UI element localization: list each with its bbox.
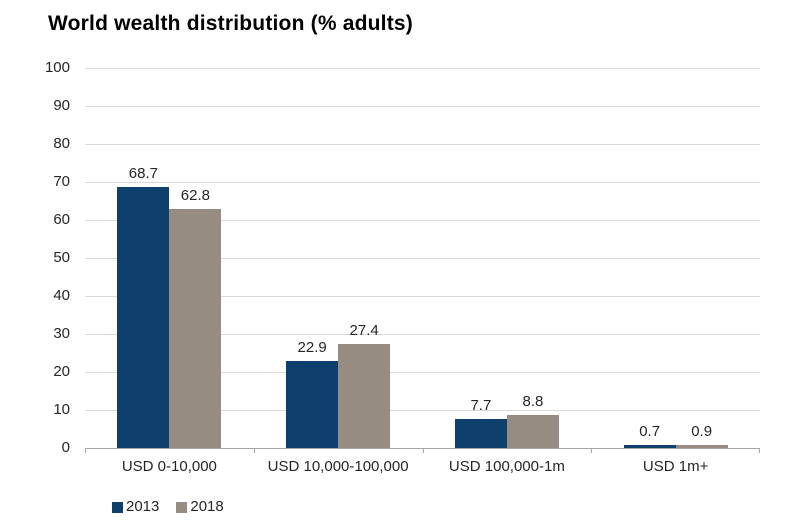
gridline-y-60 — [85, 220, 760, 221]
value-label-2018-usd-1m: 0.9 — [691, 422, 713, 440]
y-axis-tick-label: 50 — [53, 249, 70, 266]
gridline-y-10 — [85, 410, 760, 411]
value-label-2013-usd-10-000-100-000: 22.9 — [297, 338, 327, 356]
y-axis-tick-label: 40 — [53, 287, 70, 304]
plot-area: 0 10 20 30 40 50 60 70 80 90 100 68.7 62.8 USD 0-10,0… — [45, 60, 760, 475]
legend-swatch-2018 — [176, 501, 188, 513]
legend-item-2013: 2013 — [112, 499, 159, 515]
x-axis-tick — [253, 448, 255, 453]
y-axis-tick-label: 60 — [53, 211, 70, 228]
y-axis-tick-label: 20 — [53, 363, 70, 380]
gridline-y-30 — [85, 334, 760, 335]
y-axis-tick-label: 100 — [44, 59, 70, 76]
x-axis-tick — [759, 448, 760, 453]
gridline-y-20 — [85, 372, 760, 373]
x-axis-tick — [422, 448, 424, 453]
x-axis-label-usd-10-000-100-000: USD 10,000-100,000 — [267, 458, 409, 475]
legend-label-2018: 2018 — [190, 498, 224, 515]
bar-2018-usd-1m — [675, 444, 728, 448]
y-axis-tick-label: 70 — [53, 173, 70, 190]
value-label-2013-usd-100-000-1m: 7.7 — [470, 396, 492, 414]
bar-2013-usd-10-000-100-000 — [286, 360, 339, 448]
value-label-2013-usd-0-10-000: 68.7 — [128, 164, 158, 182]
bar-2018-usd-10-000-100-000 — [338, 343, 391, 448]
bar-2013-usd-100-000-1m — [454, 418, 507, 448]
bar-2013-usd-1m — [623, 445, 676, 448]
bar-2013-usd-0-10-000 — [117, 186, 170, 448]
value-label-2018-usd-10-000-100-000: 27.4 — [349, 321, 379, 339]
x-axis-label-usd-0-10-000: USD 0-10,000 — [121, 458, 217, 475]
x-axis-label-usd-100-000-1m: USD 100,000-1m — [448, 458, 565, 475]
gridline-y-70 — [85, 182, 760, 183]
legend: 2013 2018 — [112, 499, 224, 515]
legend-label-2013: 2013 — [126, 498, 160, 515]
gridline-y-80 — [85, 144, 760, 145]
value-label-2018-usd-100-000-1m: 8.8 — [522, 392, 544, 410]
x-axis-label-usd-1m: USD 1m+ — [642, 458, 709, 475]
y-axis-tick-label: 0 — [61, 439, 70, 456]
y-axis-tick-label: 80 — [53, 135, 70, 152]
x-axis-tick — [591, 448, 593, 453]
gridline-y-50 — [85, 258, 760, 259]
legend-swatch-2013 — [112, 501, 123, 513]
legend-item-2018: 2018 — [176, 498, 224, 515]
y-axis-tick-label: 90 — [53, 97, 70, 114]
chart-title: World wealth distribution (% adults) — [48, 12, 413, 35]
value-label-2018-usd-0-10-000: 62.8 — [180, 187, 210, 205]
bar-2018-usd-0-10-000 — [169, 209, 222, 448]
y-axis-tick-label: 10 — [53, 401, 70, 418]
value-label-2013-usd-1m: 0.7 — [639, 423, 661, 441]
gridline-y-40 — [85, 296, 760, 297]
y-axis-tick-label: 30 — [53, 325, 70, 342]
gridline-y-100 — [85, 68, 760, 69]
x-axis-tick — [85, 448, 86, 453]
bar-2018-usd-100-000-1m — [506, 414, 559, 448]
gridline-y-90 — [85, 106, 760, 107]
